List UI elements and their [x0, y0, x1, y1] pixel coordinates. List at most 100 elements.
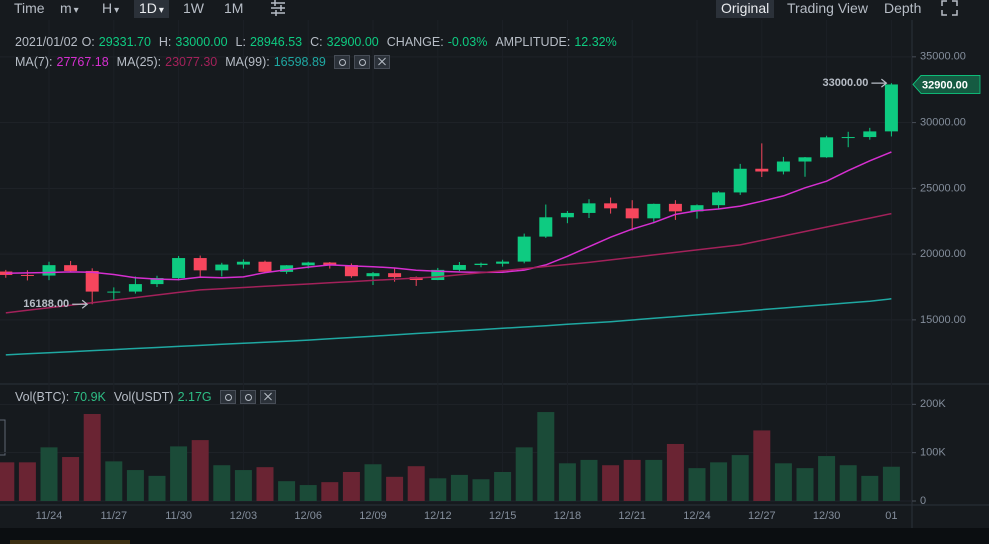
volume-bar [645, 459, 663, 501]
y-tick-label: 20000.00 [920, 248, 966, 260]
volume-bar [666, 443, 684, 501]
candle-body [20, 274, 34, 276]
vol-value: 2.17G [177, 390, 212, 404]
candle-body [820, 137, 834, 158]
candle-body [776, 161, 790, 172]
legend-icon[interactable] [259, 390, 276, 404]
candle-body [582, 203, 596, 213]
annotation-label: 16188.00 [23, 298, 69, 310]
candle-body [517, 236, 531, 262]
ma-line [5, 298, 892, 356]
minute-button[interactable]: m [60, 0, 79, 18]
colon: : [49, 55, 53, 69]
volume-bar [299, 485, 317, 501]
volume-bar [83, 414, 101, 501]
time-button[interactable]: Time [14, 0, 45, 16]
hour-button[interactable]: H [102, 0, 119, 18]
candle-body [841, 137, 855, 139]
x-tick-label: 01 [885, 510, 897, 522]
y-tick-label: 25000.00 [920, 182, 966, 194]
candle-body [712, 192, 726, 206]
date: 2021/01/02 [15, 35, 78, 49]
candle-body [280, 265, 294, 272]
vol-value: 70.9K [73, 390, 106, 404]
week-button[interactable]: 1W [183, 0, 204, 16]
legend-icon[interactable] [353, 55, 370, 69]
x-tick-label: 11/27 [100, 510, 127, 522]
volume-bar [602, 465, 620, 501]
candle-body [431, 269, 445, 281]
annotation-label: 33000.00 [823, 77, 869, 89]
candle-body [625, 208, 639, 219]
volume-bar [450, 474, 468, 501]
candle-body [258, 261, 272, 272]
candle-body [366, 273, 380, 277]
volume-bar [861, 475, 879, 501]
candle-body [323, 262, 337, 266]
candle-body [539, 217, 553, 237]
y-tick-label: 200K [920, 398, 946, 410]
vol-label: Vol(BTC): [15, 390, 70, 404]
candle-body [64, 265, 78, 271]
last-price-label: 32900.00 [922, 79, 968, 91]
volume-bar [0, 462, 15, 501]
ma-line [5, 212, 892, 314]
month-button[interactable]: 1M [224, 0, 244, 16]
candle-body [604, 203, 618, 209]
candle-body [150, 278, 164, 285]
volume-bar [796, 468, 814, 501]
volume-bar [774, 463, 792, 501]
original-tab[interactable]: Original [716, 0, 775, 18]
y-tick-label: 35000.00 [920, 51, 966, 63]
volume-bar [710, 462, 728, 501]
ohlc-legend: 2021/01/02 O: 29331.70 H: 33000.00 L: 28946.5… [15, 35, 625, 49]
candle-body [690, 205, 704, 212]
panel-handle[interactable] [0, 419, 6, 456]
depth-tab[interactable]: Depth [884, 0, 922, 16]
settings-icon[interactable] [271, 0, 285, 16]
volume-bar [494, 472, 512, 501]
candle-body [107, 291, 121, 293]
ma-name: MA(25) [116, 55, 158, 69]
field-label: O: [81, 35, 95, 49]
volume-bar [213, 465, 231, 501]
legend-icon[interactable] [239, 390, 256, 404]
colon: : [266, 55, 270, 69]
x-tick-label: 12/15 [489, 510, 517, 522]
candle-body [798, 157, 812, 162]
volume-bar [407, 466, 425, 501]
candle-body [755, 168, 769, 172]
volume-bar [191, 440, 209, 501]
field-value: 28946.53 [249, 35, 303, 49]
candle-body [496, 261, 510, 264]
volume-bar [558, 463, 576, 501]
volume-bar [18, 462, 36, 501]
fullscreen-icon[interactable] [941, 0, 958, 16]
legend-icon[interactable] [333, 55, 350, 69]
x-tick-label: 11/24 [36, 510, 63, 522]
volume-bar [364, 464, 382, 501]
volume-bar [580, 459, 598, 501]
field-label: L: [235, 35, 246, 49]
volume-bar [321, 482, 339, 501]
y-tick-label: 15000.00 [920, 314, 966, 326]
ma-value: 16598.89 [273, 55, 326, 69]
field-value: 32900.00 [326, 35, 379, 49]
footer-strip [0, 528, 989, 544]
candle-body [474, 263, 488, 266]
volume-bar [753, 430, 771, 501]
ma-legend: MA(7):27767.18 MA(25):23077.30 MA(99):1659… [15, 55, 394, 69]
tradingview-tab[interactable]: Trading View [787, 0, 868, 16]
field-value: -0.03% [447, 35, 488, 49]
candle-body [668, 203, 682, 212]
volume-bar [472, 479, 490, 501]
field-value: 12.32% [574, 35, 617, 49]
volume-bar [126, 470, 144, 501]
day-button[interactable]: 1D [134, 0, 169, 18]
candle-body [215, 264, 229, 271]
legend-icon[interactable] [373, 55, 390, 69]
volume-bar [882, 466, 900, 501]
legend-icon[interactable] [219, 390, 236, 404]
candle-body [560, 212, 574, 218]
volume-bar [429, 478, 447, 501]
